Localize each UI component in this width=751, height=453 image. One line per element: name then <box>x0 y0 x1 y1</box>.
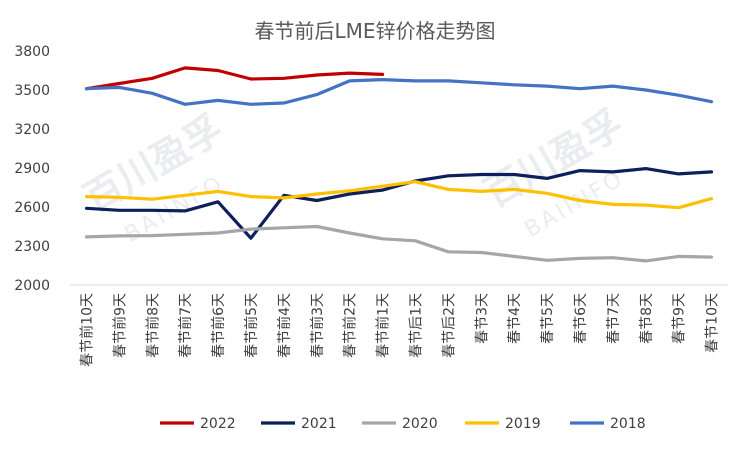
y-tick-label: 2000 <box>14 278 50 294</box>
x-tick-label: 春节后1天 <box>408 293 424 358</box>
legend-label-2019: 2019 <box>505 416 541 432</box>
x-tick-label: 春节前9天 <box>111 293 128 358</box>
x-tick-label: 春节前2天 <box>342 293 359 358</box>
x-tick-label: 春节前4天 <box>276 293 293 358</box>
x-tick-label: 春节前7天 <box>177 293 194 358</box>
x-tick-label: 春节前10天 <box>78 293 95 367</box>
x-tick-label: 春节5天 <box>540 293 556 344</box>
chart-title: 春节前后LME锌价格走势图 <box>254 19 495 43</box>
series-line-2019 <box>84 180 714 210</box>
legend-label-2021: 2021 <box>301 416 337 432</box>
series-line-2018 <box>84 77 714 106</box>
y-tick-label: 2600 <box>14 200 50 216</box>
y-tick-label: 3200 <box>14 122 50 138</box>
x-tick-label: 春节3天 <box>474 293 490 344</box>
x-tick-label: 春节4天 <box>507 293 523 344</box>
x-tick-label: 春节前5天 <box>243 293 260 358</box>
x-tick-label: 春节前6天 <box>210 293 227 358</box>
y-tick-label: 3800 <box>14 44 50 60</box>
y-tick-label: 2900 <box>14 161 50 177</box>
x-tick-label: 春节前8天 <box>144 293 161 358</box>
x-tick-label: 春节前1天 <box>375 293 392 358</box>
x-tick-label: 春节后2天 <box>441 293 457 358</box>
y-tick-label: 3500 <box>14 83 50 99</box>
legend-label-2022: 2022 <box>200 416 236 432</box>
x-tick-label: 春节8天 <box>639 293 655 344</box>
y-tick-label: 2300 <box>14 239 50 255</box>
x-tick-label: 春节10天 <box>705 293 721 353</box>
x-tick-label: 春节6天 <box>573 293 589 344</box>
series-line-2020 <box>84 224 714 263</box>
legend-label-2020: 2020 <box>402 416 438 432</box>
x-tick-label: 春节9天 <box>672 293 688 344</box>
series-lines <box>84 66 714 263</box>
x-axis: 春节前10天 春节前9天 春节前8天 春节前7天 春节前6天 春节前5天 春节前4天 春节前3… <box>78 293 720 367</box>
legend: 2022 2021 2020 2019 2018 <box>160 416 646 432</box>
x-tick-label: 春节前3天 <box>309 293 326 358</box>
x-tick-label: 春节7天 <box>606 293 622 344</box>
legend-label-2018: 2018 <box>610 416 646 432</box>
y-axis: 2000 2300 2600 2900 3200 3500 3800 <box>14 44 50 294</box>
series-line-2022 <box>84 66 385 91</box>
